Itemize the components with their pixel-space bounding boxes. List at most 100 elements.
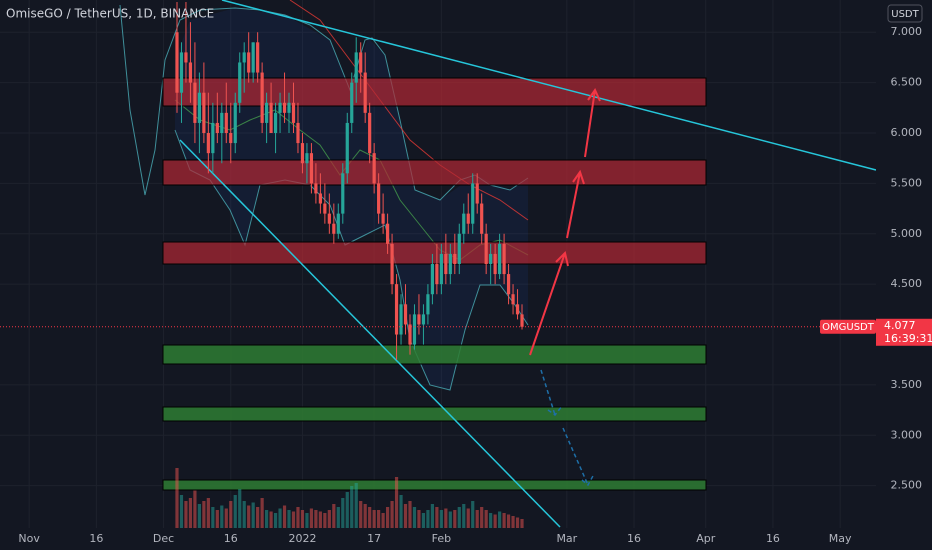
symbol-label: OMGUSDT <box>822 322 875 333</box>
candle-body <box>502 243 506 275</box>
candle-body <box>457 233 461 264</box>
candle-body <box>368 112 372 154</box>
currency-box[interactable] <box>887 4 923 23</box>
y-tick-label: 3.000 <box>891 428 923 441</box>
candle-body <box>399 304 403 335</box>
y-tick-label: 3.500 <box>891 378 923 391</box>
moving-average <box>289 0 529 221</box>
volume-bar <box>291 511 296 528</box>
volume-bar <box>278 508 282 528</box>
volume-bar <box>430 504 434 528</box>
volume-bar <box>390 501 394 528</box>
volume-bar <box>188 498 193 528</box>
x-tick-label: 16 <box>224 532 238 545</box>
candle-body <box>515 304 520 315</box>
candle-body <box>341 173 345 214</box>
candle-body <box>412 314 417 345</box>
candle-body <box>466 213 470 224</box>
candle-body <box>345 122 349 174</box>
volume-bar <box>202 501 206 528</box>
volume-bar <box>256 507 260 528</box>
volume-bar <box>426 510 430 528</box>
candle-body <box>265 102 269 123</box>
volume-bar <box>220 505 224 528</box>
volume-bar <box>300 510 305 528</box>
candle-body <box>336 213 340 234</box>
candle-body <box>332 223 336 234</box>
candle-body <box>354 52 358 83</box>
candle-body <box>444 253 448 275</box>
candle-body <box>305 153 309 164</box>
x-tick-label: 2022 <box>288 532 316 545</box>
volume-bar <box>385 507 390 528</box>
candle-body <box>430 264 434 295</box>
resistance-zone <box>162 77 707 107</box>
candle-body <box>498 243 502 275</box>
candle-body <box>480 203 484 234</box>
volume-bar <box>273 513 278 528</box>
candle-body <box>439 253 443 285</box>
candle-body <box>506 274 511 295</box>
volume-bar <box>489 513 493 528</box>
volume-bar <box>520 519 524 528</box>
candle-body <box>202 92 206 134</box>
volume-bar <box>269 511 273 528</box>
volume-bar <box>184 501 188 528</box>
volume-bar <box>309 508 314 528</box>
volume-bar <box>175 468 179 528</box>
candle-body <box>453 253 457 264</box>
candle-body <box>233 102 237 144</box>
volume-bar <box>435 507 439 528</box>
time-axis <box>0 528 876 550</box>
volume-bar <box>282 505 287 528</box>
candle-body <box>273 112 278 134</box>
candle-body <box>448 253 452 275</box>
volume-bar <box>453 510 457 528</box>
candle-body <box>327 213 331 224</box>
candle-body <box>390 243 394 285</box>
volume-bar <box>363 504 367 528</box>
x-tick-label: 16 <box>89 532 103 545</box>
candle-body <box>363 72 367 113</box>
x-tick-label: 17 <box>367 532 381 545</box>
volume-bar <box>466 508 470 528</box>
x-tick-label: Nov <box>18 532 40 545</box>
volume-bar <box>215 510 219 528</box>
candle-body <box>300 143 305 164</box>
candle-body <box>403 304 408 325</box>
candle-body <box>520 314 524 327</box>
volume-bar <box>439 510 443 528</box>
resistance-zone <box>162 159 707 186</box>
candle-body <box>372 153 376 184</box>
candle-body <box>291 102 296 123</box>
candle-body <box>377 183 381 214</box>
candle-body <box>350 82 354 123</box>
series <box>175 2 524 528</box>
volume-bar <box>511 516 515 528</box>
volume-bar <box>399 495 403 528</box>
volume-bar <box>448 511 452 528</box>
candle-body <box>278 102 282 113</box>
candle-body <box>251 42 255 73</box>
volume-bar <box>193 490 197 528</box>
candle-body <box>323 203 327 214</box>
volume-bar <box>251 502 255 528</box>
candle-body <box>242 52 246 63</box>
volume-bar <box>229 501 233 528</box>
candle-body <box>238 62 242 103</box>
volume-bar <box>296 507 300 528</box>
volume-bar <box>242 501 246 528</box>
candle-body <box>175 32 179 93</box>
countdown: 16:39:31 <box>884 332 932 345</box>
bearish-arrows <box>540 369 595 487</box>
volume-bar <box>318 511 322 528</box>
volume-bar <box>238 489 242 528</box>
volume-bar <box>179 495 184 528</box>
candle-body <box>188 62 193 83</box>
candle-body <box>224 112 228 134</box>
last-price-label: 4.077 <box>884 319 916 332</box>
resistance-zone <box>162 241 707 265</box>
candle-body <box>426 294 430 315</box>
y-tick-label: 7.000 <box>891 25 923 38</box>
